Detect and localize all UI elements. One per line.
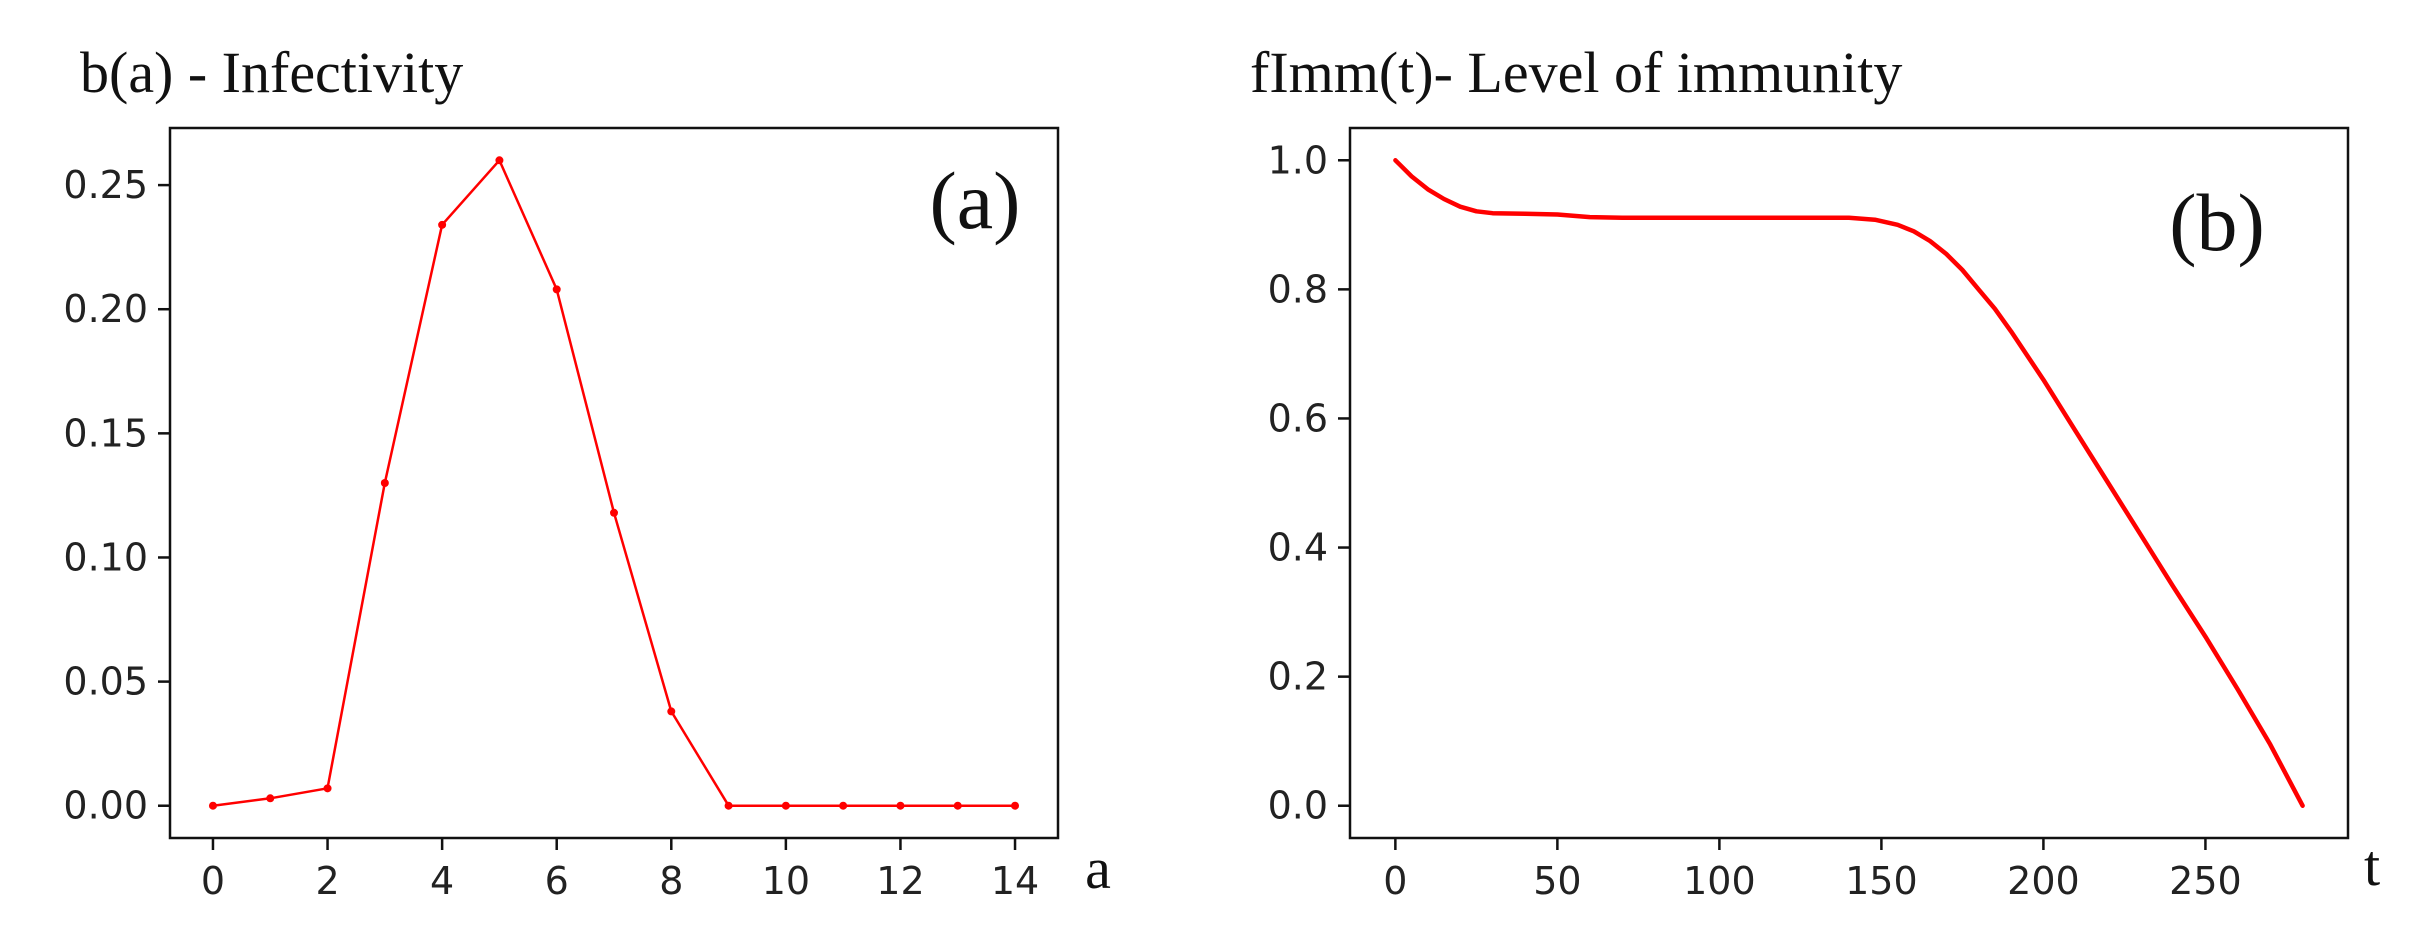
chart-panel-b: fImm(t)- Level of immunity 0 50 100 150 200 2… (1250, 40, 2380, 903)
x-tick-label: 200 (2007, 859, 2080, 903)
x-tick-label: 6 (545, 859, 569, 903)
x-tick-label: 2 (315, 859, 339, 903)
data-point (953, 801, 962, 810)
panel-label-b: (b) (2169, 177, 2265, 268)
data-point (208, 801, 217, 810)
chart-b-series (1393, 158, 2305, 808)
chart-title-a: b(a) - Infectivity (80, 40, 463, 105)
data-point (380, 479, 389, 487)
chart-panel-a: b(a) - Infectivity 0 2 4 6 8 10 12 14 0.00 0.05 0.… (63, 40, 1110, 903)
data-point (1011, 801, 1020, 810)
data-point (610, 508, 618, 517)
y-tick-label: 0.0 (1268, 784, 1328, 828)
y-tick-label: 0.05 (63, 660, 148, 704)
x-tick-label: 12 (876, 859, 924, 903)
y-tick-label: 0.10 (63, 535, 148, 579)
data-point (839, 801, 848, 810)
x-axis-label-b: t (2364, 833, 2380, 898)
chart-b-plot: 0 50 100 150 200 250 0.0 0.2 0.4 0.6 0.8 1.0 (1268, 126, 2350, 903)
x-tick-label: 4 (430, 859, 454, 903)
chart-a-plot: 0 2 4 6 8 10 12 14 0.00 0.05 0.10 0.15 0.20 0.25 (63, 126, 1060, 903)
x-tick-label: 0 (201, 859, 225, 903)
x-tick-label: 8 (659, 859, 683, 903)
data-point (495, 156, 504, 165)
x-tick-label: 0 (1383, 859, 1407, 903)
y-tick-label: 0.4 (1268, 526, 1328, 570)
data-point (724, 801, 733, 810)
chart-a-ticks: 0 2 4 6 8 10 12 14 0.00 0.05 0.10 0.15 0.20 0.25 (63, 163, 1039, 903)
x-tick-label: 14 (991, 859, 1039, 903)
x-tick-label: 250 (2169, 859, 2242, 903)
data-point (266, 794, 275, 803)
data-point (896, 801, 905, 810)
chart-title-b: fImm(t)- Level of immunity (1250, 40, 1902, 105)
y-tick-label: 0.00 (63, 784, 148, 828)
data-point (552, 285, 561, 294)
y-tick-label: 0.25 (63, 163, 148, 207)
x-tick-label: 100 (1683, 859, 1756, 903)
data-point (667, 707, 676, 716)
x-tick-label: 150 (1845, 859, 1918, 903)
chart-a-frame (168, 126, 1060, 840)
y-tick-label: 0.6 (1268, 396, 1328, 440)
y-tick-label: 0.2 (1268, 655, 1328, 699)
series-line (211, 159, 1017, 807)
chart-b-ticks: 0 50 100 150 200 250 0.0 0.2 0.4 0.6 0.8 1.0 (1268, 138, 2242, 903)
y-tick-label: 0.20 (63, 287, 148, 331)
data-point (781, 801, 790, 810)
series-line (1393, 158, 2305, 808)
data-point (438, 220, 447, 229)
x-axis-label-a: a (1085, 836, 1111, 901)
y-tick-label: 0.15 (63, 411, 148, 455)
y-tick-label: 1.0 (1268, 138, 1328, 182)
y-tick-label: 0.8 (1268, 267, 1328, 311)
data-point (323, 784, 332, 793)
chart-a-series (208, 156, 1020, 810)
chart-b-frame (1348, 126, 2350, 840)
x-tick-label: 10 (762, 859, 810, 903)
x-tick-label: 50 (1533, 859, 1581, 903)
panel-label-a: (a) (929, 155, 1020, 246)
